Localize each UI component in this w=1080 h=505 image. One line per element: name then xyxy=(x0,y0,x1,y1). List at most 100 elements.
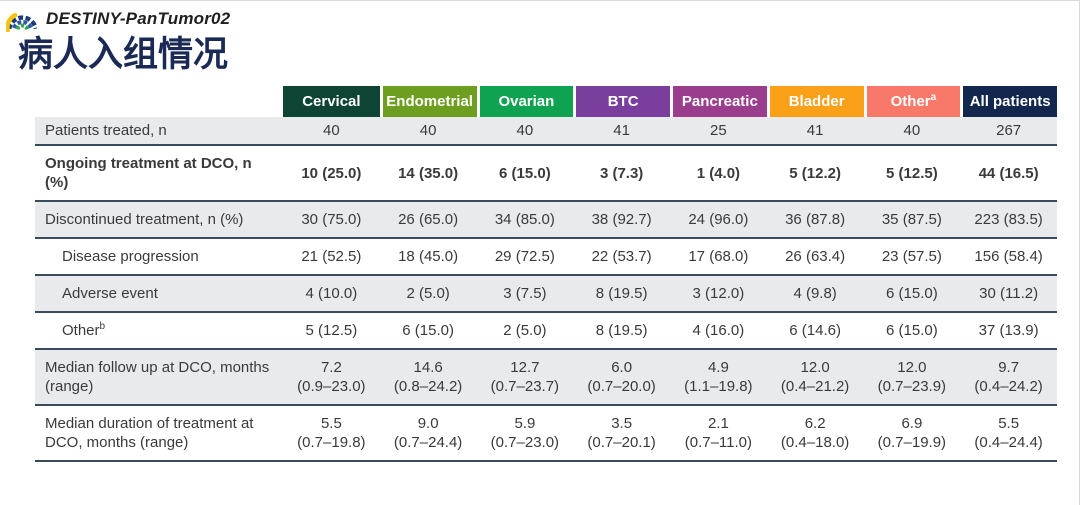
conference-fan-logo-icon xyxy=(6,12,37,32)
data-cell: 8 (19.5) xyxy=(573,313,670,350)
data-cell: 37 (13.9) xyxy=(960,313,1057,350)
data-cell: 40 xyxy=(283,117,380,146)
enrollment-table: Cervical Endometrial Ovarian BTC Pancreatic B… xyxy=(35,86,1057,462)
column-header-label: Endometrial xyxy=(386,93,473,110)
column-header-label: Ovarian xyxy=(498,93,555,110)
study-name: DESTINY-PanTumor02 xyxy=(46,9,231,28)
data-cell: 18 (45.0) xyxy=(379,239,477,276)
column-header-label: Bladder xyxy=(788,93,845,110)
row-label: Disease progression xyxy=(35,239,283,276)
data-cell: 4 (9.8) xyxy=(766,276,864,313)
data-cell: 30 (75.0) xyxy=(283,202,380,239)
data-cell: 44 (16.5) xyxy=(960,146,1057,202)
data-cell: 26 (65.0) xyxy=(379,202,477,239)
row-label-text: Disease progression xyxy=(62,248,199,265)
data-cell: 14 (35.0) xyxy=(379,146,477,202)
data-cell: 12.7 (0.7–23.7) xyxy=(476,350,574,406)
data-cell: 24 (96.0) xyxy=(670,202,767,239)
data-cell: 3 (12.0) xyxy=(670,276,767,313)
row-label: Otherb xyxy=(35,313,283,350)
data-cell: 5.5 (0.7–19.8) xyxy=(283,406,380,462)
data-cell: 40 xyxy=(379,117,477,146)
row-label-text: Adverse event xyxy=(62,285,158,302)
data-cell: 2 (5.0) xyxy=(476,313,574,350)
data-cell: 156 (58.4) xyxy=(960,239,1057,276)
data-cell: 5 (12.5) xyxy=(283,313,380,350)
row-label-text: Median duration of treatment at DCO, mon… xyxy=(45,415,254,451)
column-header-other: Othera xyxy=(863,86,961,117)
table-row-adverse-event: Adverse event 4 (10.0) 2 (5.0) 3 (7.5) 8 (19… xyxy=(35,276,1057,313)
data-cell: 4.9 (1.1–19.8) xyxy=(670,350,767,406)
data-cell: 9.7 (0.4–24.2) xyxy=(960,350,1057,406)
data-cell: 6.0 (0.7–20.0) xyxy=(573,350,670,406)
column-header-superscript: a xyxy=(930,92,937,103)
column-header-endometrial: Endometrial xyxy=(379,86,477,117)
row-label-text: Median follow up at DCO, months (range) xyxy=(45,359,270,395)
data-cell: 22 (53.7) xyxy=(573,239,670,276)
data-cell: 223 (83.5) xyxy=(960,202,1057,239)
column-header-label: All patients xyxy=(969,93,1051,110)
row-label: Median follow up at DCO, months (range) xyxy=(35,350,283,406)
data-cell: 23 (57.5) xyxy=(863,239,961,276)
data-cell: 17 (68.0) xyxy=(670,239,767,276)
data-cell: 41 xyxy=(573,117,670,146)
data-cell: 3 (7.5) xyxy=(476,276,574,313)
data-cell: 6.9 (0.7–19.9) xyxy=(863,406,961,462)
column-header-btc: BTC xyxy=(573,86,670,117)
enrollment-table-container: Cervical Endometrial Ovarian BTC Pancreatic B… xyxy=(35,86,1057,462)
table-row-ongoing-treatment-at-dco-n: Ongoing treatment at DCO, n (%) 10 (25.0)… xyxy=(35,146,1057,202)
data-cell: 3.5 (0.7–20.1) xyxy=(573,406,670,462)
row-label-text: Ongoing treatment at DCO, n (%) xyxy=(45,155,252,191)
data-cell: 267 xyxy=(960,117,1057,146)
column-header-all-patients: All patients xyxy=(960,86,1057,117)
table-row-other: Otherb 5 (12.5) 6 (15.0) 2 (5.0) 8 (19.5) 4 (… xyxy=(35,313,1057,350)
row-label: Ongoing treatment at DCO, n (%) xyxy=(35,146,283,202)
data-cell: 2.1 (0.7–11.0) xyxy=(670,406,767,462)
data-cell: 7.2 (0.9–23.0) xyxy=(283,350,380,406)
data-cell: 38 (92.7) xyxy=(573,202,670,239)
page-title: 病人入组情况 xyxy=(18,35,229,74)
column-header-label: Cervical xyxy=(302,93,361,110)
data-cell: 40 xyxy=(476,117,574,146)
row-label-text: Other xyxy=(62,322,100,339)
data-cell: 3 (7.3) xyxy=(573,146,670,202)
data-cell: 12.0 (0.4–21.2) xyxy=(766,350,864,406)
row-label-superscript: b xyxy=(99,321,106,332)
data-cell: 6 (15.0) xyxy=(379,313,477,350)
data-cell: 4 (10.0) xyxy=(283,276,380,313)
table-row-patients-treated-n: Patients treated, n 40 40 40 41 25 41 40 267 xyxy=(35,117,1057,146)
row-label: Discontinued treatment, n (%) xyxy=(35,202,283,239)
row-label: Patients treated, n xyxy=(35,117,283,146)
data-cell: 5 (12.2) xyxy=(766,146,864,202)
column-header-pancreatic: Pancreatic xyxy=(670,86,767,117)
data-cell: 6.2 (0.4–18.0) xyxy=(766,406,864,462)
column-header-label: Pancreatic xyxy=(681,93,758,110)
column-header-label: Other xyxy=(890,93,931,110)
data-cell: 25 xyxy=(670,117,767,146)
data-cell: 40 xyxy=(863,117,961,146)
data-cell: 6 (15.0) xyxy=(863,313,961,350)
data-cell: 12.0 (0.7–23.9) xyxy=(863,350,961,406)
table-row-disease-progression: Disease progression 21 (52.5) 18 (45.0) 29 … xyxy=(35,239,1057,276)
row-label: Median duration of treatment at DCO, mon… xyxy=(35,406,283,462)
data-cell: 5.5 (0.4–24.4) xyxy=(960,406,1057,462)
column-header-bladder: Bladder xyxy=(766,86,864,117)
row-label-text: Discontinued treatment, n (%) xyxy=(45,211,244,228)
column-header-cervical: Cervical xyxy=(283,86,380,117)
table-row-median-follow-up-at-dco-months-range: Median follow up at DCO, months (range) 7… xyxy=(35,350,1057,406)
table-header-row: Cervical Endometrial Ovarian BTC Pancreatic B… xyxy=(35,86,1057,117)
data-cell: 5.9 (0.7–23.0) xyxy=(476,406,574,462)
data-cell: 5 (12.5) xyxy=(863,146,961,202)
data-cell: 35 (87.5) xyxy=(863,202,961,239)
data-cell: 41 xyxy=(766,117,864,146)
table-body: Patients treated, n 40 40 40 41 25 41 40 267 Ongo… xyxy=(35,117,1057,462)
data-cell: 1 (4.0) xyxy=(670,146,767,202)
data-cell: 6 (15.0) xyxy=(863,276,961,313)
row-label-text: Patients treated, n xyxy=(45,122,167,139)
data-cell: 30 (11.2) xyxy=(960,276,1057,313)
slide-header: DESTINY-PanTumor02 xyxy=(0,1,1079,33)
data-cell: 6 (14.6) xyxy=(766,313,864,350)
table-row-discontinued-treatment-n: Discontinued treatment, n (%) 30 (75.0) 26… xyxy=(35,202,1057,239)
data-cell: 34 (85.0) xyxy=(476,202,574,239)
